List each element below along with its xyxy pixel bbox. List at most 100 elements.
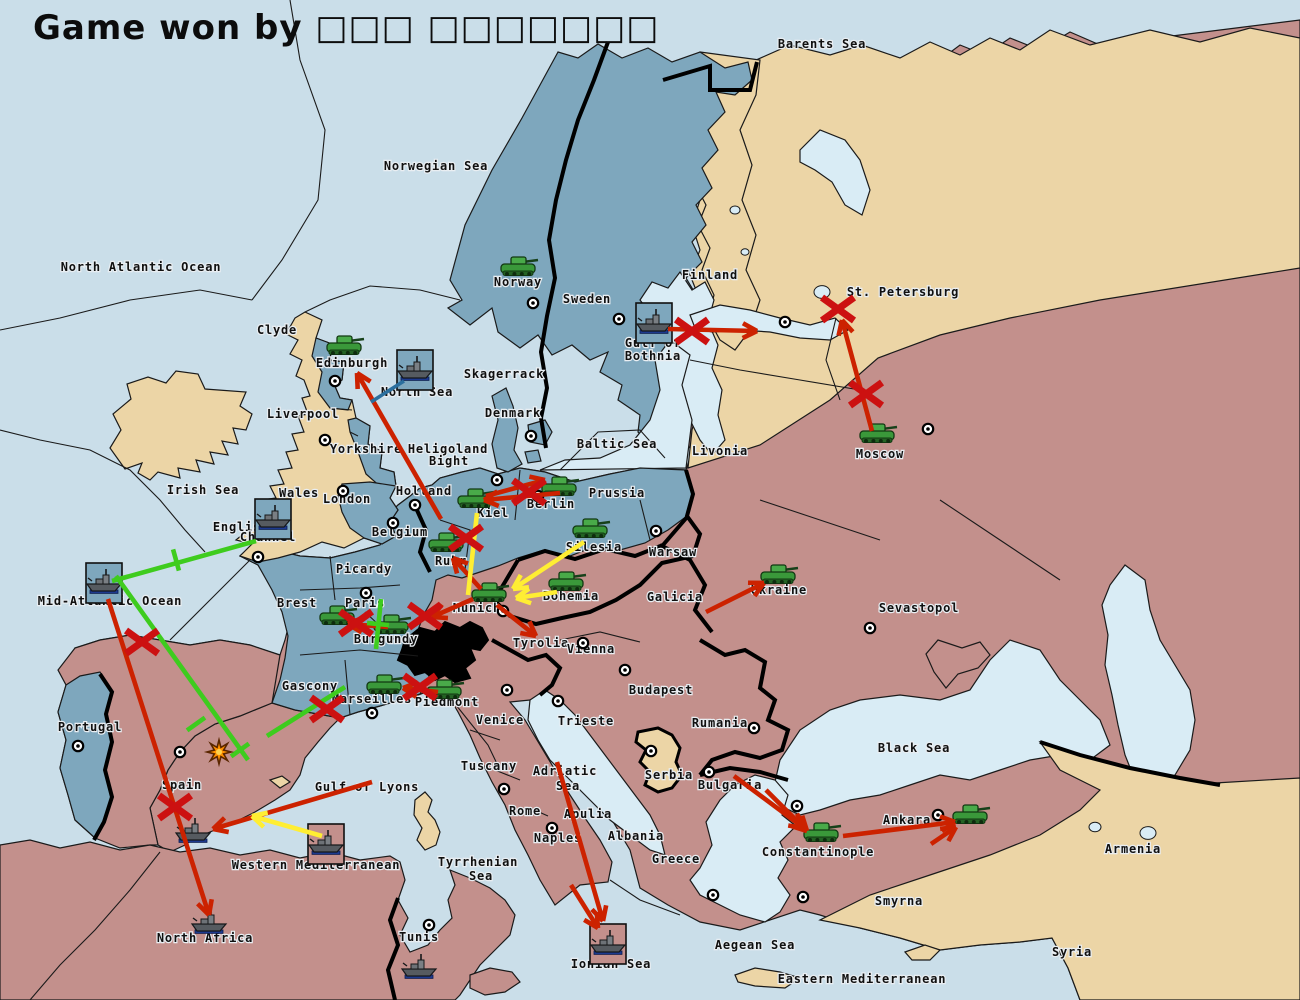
supply-center-dot — [576, 636, 590, 650]
army-norway[interactable] — [500, 256, 539, 276]
lake — [1088, 821, 1102, 833]
region-label-tunis: Tunis — [399, 930, 439, 944]
supply-center-dot — [702, 765, 716, 779]
sea-label-north-atlantic-ocean: North Atlantic Ocean — [61, 260, 222, 274]
region-label-liverpool: Liverpool — [267, 407, 339, 421]
army-constantinople[interactable] — [803, 822, 842, 842]
region-label-norway: Norway — [494, 275, 542, 289]
region-label-sweden: Sweden — [563, 292, 611, 306]
supply-center-dot — [706, 888, 720, 902]
sea-label-western-mediterranean: Western Mediterranean — [232, 858, 401, 872]
move-arrow-red — [704, 580, 766, 615]
region-label-kiel: Kiel — [477, 506, 509, 520]
supply-center-dot — [365, 706, 379, 720]
region-label-burgundy: Burgundy — [354, 632, 418, 646]
lake — [740, 248, 750, 256]
army-kiel[interactable] — [457, 488, 496, 508]
fleet-western-mediterranean[interactable] — [307, 823, 345, 865]
region-label-albania: Albania — [608, 829, 664, 843]
fleet-tunis[interactable] — [400, 954, 438, 979]
supply-center-dot — [497, 782, 511, 796]
lake — [729, 205, 741, 215]
army-moscow[interactable] — [859, 423, 898, 443]
failed-move-x — [447, 523, 485, 553]
sea-label-norwegian-sea: Norwegian Sea — [384, 159, 488, 173]
fleet-mid-atlantic-ocean[interactable] — [85, 562, 123, 604]
supply-center-dot — [778, 315, 792, 329]
region-label-constantinople: Constantinople — [762, 845, 874, 859]
sea-label-irish-sea: Irish Sea — [167, 483, 239, 497]
army-silesia[interactable] — [572, 518, 611, 538]
region-label-brest: Brest — [277, 596, 317, 610]
lake — [1139, 826, 1157, 840]
supply-center-dot — [649, 524, 663, 538]
failed-move-x — [156, 792, 194, 822]
army-marseilles[interactable] — [366, 674, 405, 694]
region-label-portugal: Portugal — [58, 720, 122, 734]
supply-center-dot — [71, 739, 85, 753]
supply-center-dot — [921, 422, 935, 436]
army-ukraine[interactable] — [760, 564, 799, 584]
move-arrow-red — [450, 555, 483, 591]
region-label-bulgaria: Bulgaria — [698, 778, 762, 792]
region-label-tyrolia: Tyrolia — [513, 636, 569, 650]
region-label-london: London — [323, 492, 371, 506]
support-line-green — [265, 685, 347, 738]
convoy-arrow-yellow — [514, 586, 558, 606]
support-line-green — [111, 538, 257, 584]
fleet-gulf-of-bothnia[interactable] — [635, 302, 673, 344]
failed-move-x — [819, 294, 857, 324]
move-arrow-red — [764, 788, 810, 834]
fleet-english-channel[interactable] — [254, 498, 292, 540]
move-arrow-red — [495, 603, 539, 639]
region-label-rome: Rome — [509, 804, 541, 818]
sea-label-adriatic: Adriatic — [533, 764, 597, 778]
region-label-belgium: Belgium — [372, 525, 428, 539]
convoy-arrow-yellow — [510, 540, 586, 592]
region-label-venice: Venice — [476, 713, 524, 727]
supply-center-dot — [545, 821, 559, 835]
convoy-arrow-yellow — [250, 810, 323, 839]
region-label-warsaw: Warsaw — [649, 545, 697, 559]
region-label-syria: Syria — [1052, 945, 1092, 959]
region-label-denmark: Denmark — [485, 406, 541, 420]
region-label-clyde: Clyde — [257, 323, 297, 337]
move-arrow-red — [569, 883, 601, 930]
supply-center-dot — [747, 721, 761, 735]
sea-label-skagerrack: Skagerrack — [464, 367, 544, 381]
switzerland-impassable — [396, 620, 490, 684]
region-label-livonia: Livonia — [692, 444, 748, 458]
retreat-line-blue — [370, 379, 405, 404]
supply-center-dot — [336, 484, 350, 498]
region-label-naples: Naples — [534, 831, 582, 845]
fleet-ionian-sea[interactable] — [589, 923, 627, 965]
army-bohemia[interactable] — [548, 571, 587, 591]
region-label-smyrna: Smyrna — [875, 894, 923, 908]
map-labels: North Atlantic Ocean Norwegian Sea Barents… — [37, 36, 1162, 987]
supply-center-dot — [386, 516, 400, 530]
move-arrow-red — [929, 824, 959, 846]
region-label-serbia: Serbia — [645, 768, 693, 782]
region-label-north-africa: North Africa — [157, 931, 253, 945]
move-arrow-red — [836, 318, 875, 432]
sea-label-bight: Bight — [429, 454, 469, 468]
sea-label-tyrrhenian: Tyrrhenian — [438, 855, 518, 869]
supply-center-dot — [408, 498, 422, 512]
region-label-finland: Finland — [682, 268, 738, 282]
sea-label-barents-sea: Barents Sea — [778, 37, 866, 51]
supply-center-dot — [318, 433, 332, 447]
supply-center-dot — [490, 473, 504, 487]
army-edinburgh[interactable] — [326, 335, 365, 355]
supply-center-dot — [526, 296, 540, 310]
supply-center-dot — [644, 744, 658, 758]
army-munich[interactable] — [471, 582, 510, 602]
region-label-galicia: Galicia — [647, 590, 703, 604]
fleet-north-africa[interactable] — [190, 909, 228, 934]
order-arrows — [105, 294, 959, 930]
region-label-vienna: Vienna — [567, 642, 615, 656]
page-title: Game won by □□□ □□□□□□□ — [33, 8, 660, 48]
region-label-wales: Wales — [279, 486, 319, 500]
supply-center-dot — [612, 312, 626, 326]
